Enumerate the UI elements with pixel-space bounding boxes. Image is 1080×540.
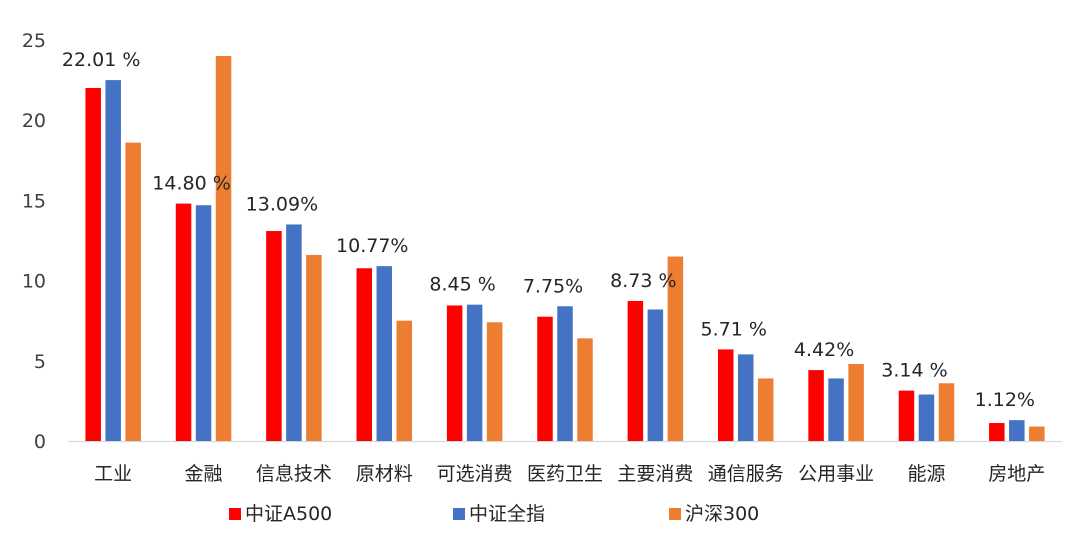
bar bbox=[105, 80, 121, 441]
bar bbox=[737, 354, 754, 441]
legend-label: 中证A500 bbox=[245, 503, 332, 525]
data-labels-layer: 22.01 % 14.80 % 13.09% 10.77% 8.45 % 7.75% 8.7… bbox=[62, 49, 1035, 411]
bar bbox=[918, 394, 935, 441]
bars-layer bbox=[85, 56, 1045, 442]
legend-item: 中证A500 bbox=[229, 503, 332, 525]
x-tick-label: 金融 bbox=[185, 463, 223, 485]
bar bbox=[376, 266, 393, 441]
bar bbox=[757, 378, 774, 441]
data-label: 3.14 % bbox=[881, 360, 947, 382]
y-tick-label: 5 bbox=[34, 351, 46, 373]
data-label: 4.42% bbox=[794, 339, 854, 361]
bar bbox=[466, 304, 483, 441]
bar bbox=[808, 370, 824, 441]
bar bbox=[898, 390, 915, 441]
bar bbox=[356, 268, 373, 441]
y-tick-label: 10 bbox=[22, 271, 46, 293]
bar bbox=[396, 320, 413, 441]
x-tick-label: 信息技术 bbox=[256, 463, 332, 485]
legend-swatch bbox=[229, 508, 241, 520]
bar bbox=[537, 316, 553, 441]
bar bbox=[125, 142, 141, 441]
x-tick-label: 工业 bbox=[94, 463, 132, 485]
x-tick-label: 主要消费 bbox=[617, 463, 693, 485]
bar bbox=[286, 224, 302, 441]
y-tick-label: 20 bbox=[22, 110, 46, 132]
x-tick-label: 原材料 bbox=[356, 463, 413, 485]
bar bbox=[577, 338, 593, 441]
legend-item: 中证全指 bbox=[453, 503, 545, 525]
bar bbox=[486, 322, 503, 441]
bar bbox=[1029, 426, 1045, 441]
bar bbox=[828, 378, 844, 441]
bar bbox=[306, 254, 322, 441]
y-tick-label: 25 bbox=[22, 30, 46, 52]
y-tick-label: 15 bbox=[22, 190, 46, 212]
bar bbox=[647, 309, 664, 441]
data-label: 8.73 % bbox=[610, 270, 676, 292]
x-tick-label: 通信服务 bbox=[708, 463, 784, 485]
legend-label: 中证全指 bbox=[469, 503, 545, 525]
bar bbox=[848, 364, 864, 441]
bar bbox=[627, 300, 644, 441]
bar bbox=[938, 383, 955, 441]
data-label: 7.75% bbox=[523, 275, 583, 297]
bar bbox=[989, 423, 1005, 441]
bar bbox=[195, 205, 212, 441]
bar bbox=[266, 231, 282, 441]
bar bbox=[175, 203, 192, 441]
bar bbox=[717, 349, 734, 441]
legend-swatch bbox=[453, 508, 465, 520]
data-label: 5.71 % bbox=[701, 318, 767, 340]
legend-label: 沪深300 bbox=[685, 503, 759, 525]
data-label: 22.01 % bbox=[62, 49, 141, 71]
legend-swatch bbox=[669, 508, 681, 520]
data-label: 1.12% bbox=[975, 389, 1035, 411]
axis-layer: 0 5 10 15 20 25 工业 金融 信息技术 原材料 可选消费 医药卫生 主要消费 通信服务 公用事… bbox=[22, 30, 1062, 485]
data-label: 10.77% bbox=[336, 235, 408, 257]
bar bbox=[557, 306, 573, 441]
data-label: 14.80 % bbox=[152, 173, 231, 195]
legend: 中证A500 中证全指 沪深300 bbox=[229, 503, 759, 525]
bar bbox=[85, 87, 101, 442]
data-label: 8.45 % bbox=[429, 274, 495, 296]
bar bbox=[1009, 420, 1025, 441]
x-tick-label: 房地产 bbox=[988, 463, 1045, 485]
bar bbox=[667, 256, 684, 441]
bar bbox=[446, 305, 463, 441]
data-label: 13.09% bbox=[246, 193, 318, 215]
x-tick-label: 医药卫生 bbox=[527, 463, 603, 485]
bar bbox=[215, 56, 232, 441]
x-tick-label: 能源 bbox=[907, 463, 945, 485]
legend-item: 沪深300 bbox=[669, 503, 759, 525]
y-tick-label: 0 bbox=[34, 431, 46, 453]
x-tick-label: 公用事业 bbox=[798, 463, 874, 485]
x-tick-label: 可选消费 bbox=[437, 463, 513, 485]
